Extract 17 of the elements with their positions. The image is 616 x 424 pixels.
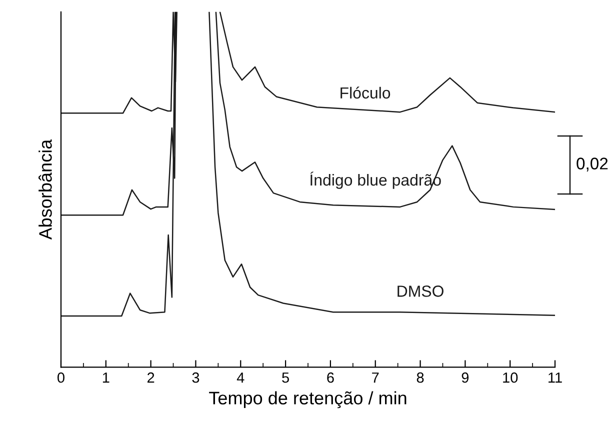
series-label: Flóculo	[340, 86, 390, 99]
x-tick-label: 0	[58, 372, 64, 383]
x-tick-label: 9	[462, 372, 469, 383]
x-tick-label: 8	[416, 372, 424, 383]
x-tick-label: 3	[192, 372, 200, 383]
y-axis-title: Absorbância	[38, 139, 52, 240]
x-tick-label: 11	[548, 372, 562, 383]
x-tick-label: 2	[147, 372, 154, 383]
text: 0,02	[576, 158, 608, 172]
x-tick-label: 6	[327, 372, 334, 383]
series-label: DMSO	[398, 286, 444, 297]
x-tick-label: 1	[102, 372, 110, 383]
x-tick-label: 7	[372, 372, 379, 383]
x-tick-label: 4	[236, 372, 244, 383]
x-tick-label: 10	[503, 372, 518, 383]
x-axis-title: Tempo de retenção / min	[209, 391, 406, 408]
x-tick-label: 5	[282, 372, 289, 383]
